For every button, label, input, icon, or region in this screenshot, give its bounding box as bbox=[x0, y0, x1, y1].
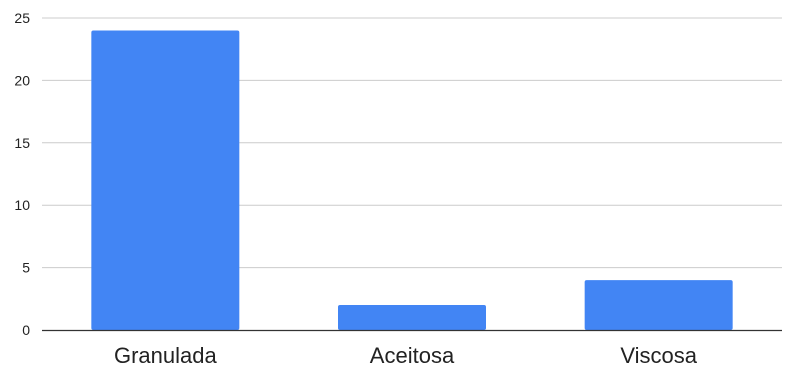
x-category-label: Viscosa bbox=[620, 343, 697, 368]
x-category-label: Granulada bbox=[114, 343, 218, 368]
y-tick-label: 20 bbox=[14, 72, 30, 88]
bar-aceitosa bbox=[338, 305, 486, 330]
bars bbox=[91, 30, 733, 330]
y-tick-label: 0 bbox=[22, 322, 30, 338]
y-tick-label: 10 bbox=[14, 197, 30, 213]
bar-viscosa bbox=[584, 280, 733, 330]
y-tick-label: 5 bbox=[22, 260, 30, 276]
bar-granulada bbox=[91, 30, 240, 330]
y-axis-tick-labels: 0 5 10 15 20 25 bbox=[14, 10, 30, 338]
x-category-label: Aceitosa bbox=[370, 343, 455, 368]
y-tick-label: 25 bbox=[14, 10, 30, 26]
x-axis-category-labels: Granulada Aceitosa Viscosa bbox=[114, 343, 698, 368]
y-tick-label: 15 bbox=[14, 135, 30, 151]
